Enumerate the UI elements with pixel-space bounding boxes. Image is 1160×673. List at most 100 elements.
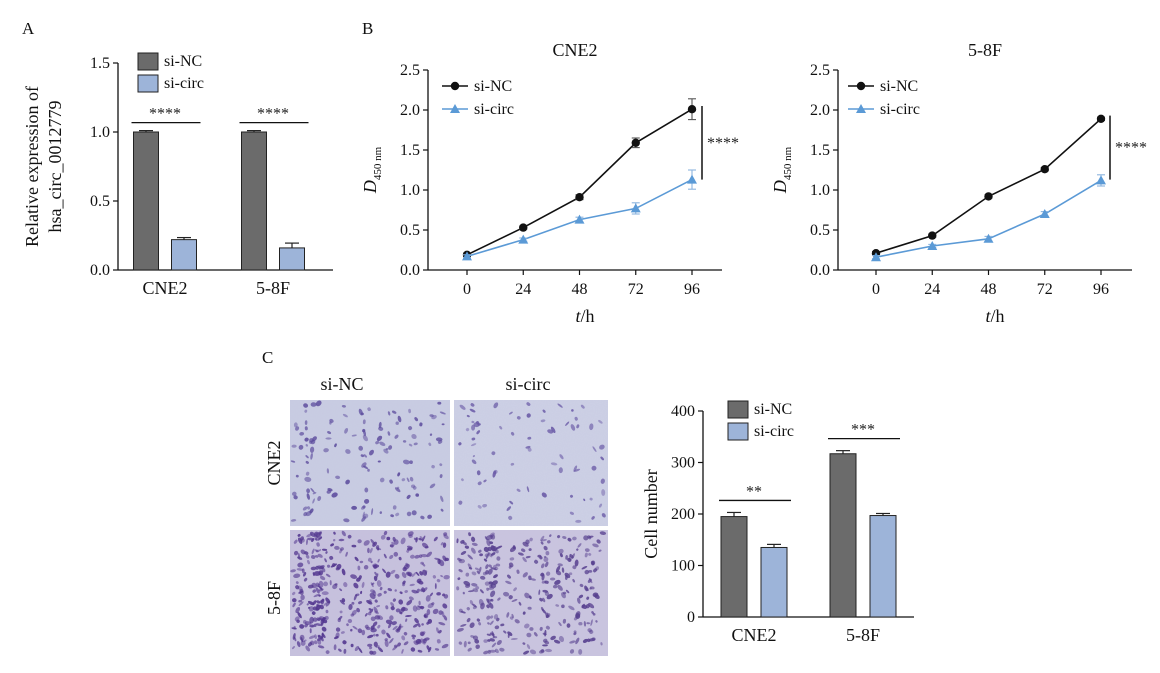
stained-cell: [339, 610, 343, 614]
x-tick-label: 72: [628, 281, 644, 298]
stained-cell: [374, 599, 378, 603]
data-point-si-circ: [983, 233, 994, 243]
legend-label: si-NC: [754, 401, 792, 418]
stained-cell: [364, 487, 369, 493]
stained-cell: [555, 604, 560, 607]
stained-cell: [506, 612, 510, 618]
stained-cell: [493, 574, 498, 579]
stained-cell: [474, 567, 480, 571]
stained-cell: [298, 599, 303, 603]
stained-cell: [320, 621, 324, 627]
stained-cell: [458, 558, 465, 564]
stained-cell: [304, 420, 308, 425]
legend-marker-si-circ: [450, 104, 460, 113]
stained-cell: [422, 638, 427, 644]
stained-cell: [338, 615, 343, 620]
stained-cell: [396, 625, 401, 632]
stained-cell: [429, 592, 433, 597]
stained-cell: [511, 613, 514, 619]
stained-cell: [350, 574, 358, 579]
stained-cell: [340, 631, 345, 634]
stained-cell: [323, 602, 328, 606]
stained-cell: [540, 572, 545, 577]
stained-cell: [401, 478, 406, 482]
stained-cell: [311, 625, 315, 628]
stained-cell: [508, 515, 513, 520]
stained-cell: [362, 511, 365, 518]
stained-cell: [300, 536, 304, 541]
stained-cell: [557, 535, 561, 539]
x-axis-label-unit: /h: [991, 306, 1005, 326]
stained-cell: [517, 552, 524, 556]
stained-cell: [358, 408, 363, 416]
stained-cell: [524, 592, 530, 599]
stained-cell: [525, 539, 530, 545]
stained-cell: [567, 537, 572, 542]
stained-cell: [483, 558, 488, 562]
stained-cell: [503, 630, 507, 634]
stained-cell: [334, 443, 337, 448]
stained-cell: [368, 599, 372, 604]
stained-cell: [290, 460, 296, 463]
stained-cell: [303, 572, 307, 577]
stained-cell: [358, 647, 363, 654]
stained-cell: [584, 548, 590, 553]
stained-cell: [364, 624, 369, 629]
stained-cell: [394, 589, 397, 592]
data-point-si-circ: [462, 251, 472, 261]
stained-cell: [317, 531, 322, 535]
stained-cell: [389, 544, 394, 548]
stained-cell: [310, 452, 313, 460]
stained-cell: [486, 604, 490, 609]
stained-cell: [495, 563, 501, 567]
stained-cell: [388, 445, 393, 450]
stained-cell: [426, 645, 430, 651]
stained-cell: [344, 427, 349, 434]
stained-cell: [499, 647, 505, 652]
stained-cell: [304, 437, 309, 442]
stained-cell: [413, 537, 417, 541]
stained-cell: [327, 431, 332, 435]
stained-cell: [503, 591, 510, 597]
stained-cell: [418, 538, 422, 541]
stained-cell: [540, 419, 546, 423]
stained-cell: [436, 592, 441, 596]
stained-cell: [303, 403, 309, 408]
stained-cell: [575, 637, 580, 645]
stained-cell: [590, 619, 593, 627]
y-tick-label: 0.0: [810, 262, 830, 279]
stained-cell: [471, 542, 478, 546]
stained-cell: [479, 553, 483, 557]
stained-cell: [494, 625, 500, 630]
stained-cell: [543, 545, 548, 551]
stained-cell: [456, 627, 464, 632]
stained-cell: [420, 631, 426, 636]
stained-cell: [325, 650, 330, 654]
stained-cell: [512, 545, 516, 550]
stained-cell: [587, 628, 592, 633]
stained-cell: [439, 474, 443, 479]
stained-cell: [315, 623, 322, 627]
stained-cell: [311, 611, 316, 615]
stained-cell: [398, 599, 404, 605]
stained-cell: [561, 567, 565, 573]
stained-cell: [577, 543, 582, 548]
stained-cell: [379, 477, 385, 483]
stained-cell: [397, 415, 402, 423]
stained-cell: [427, 514, 432, 519]
stained-cell: [293, 539, 298, 544]
stained-cell: [305, 645, 311, 652]
stained-cell: [338, 538, 345, 542]
stained-cell: [292, 491, 297, 496]
stained-cell: [490, 545, 496, 552]
stained-cell: [351, 434, 357, 437]
stained-cell: [464, 545, 470, 549]
stained-cell: [489, 602, 494, 609]
stained-cell: [577, 597, 581, 604]
stained-cell: [292, 602, 296, 608]
stained-cell: [506, 506, 512, 511]
stained-cell: [576, 548, 579, 551]
stained-cell: [591, 516, 595, 520]
stained-cell: [358, 601, 363, 605]
stained-cell: [353, 582, 359, 589]
